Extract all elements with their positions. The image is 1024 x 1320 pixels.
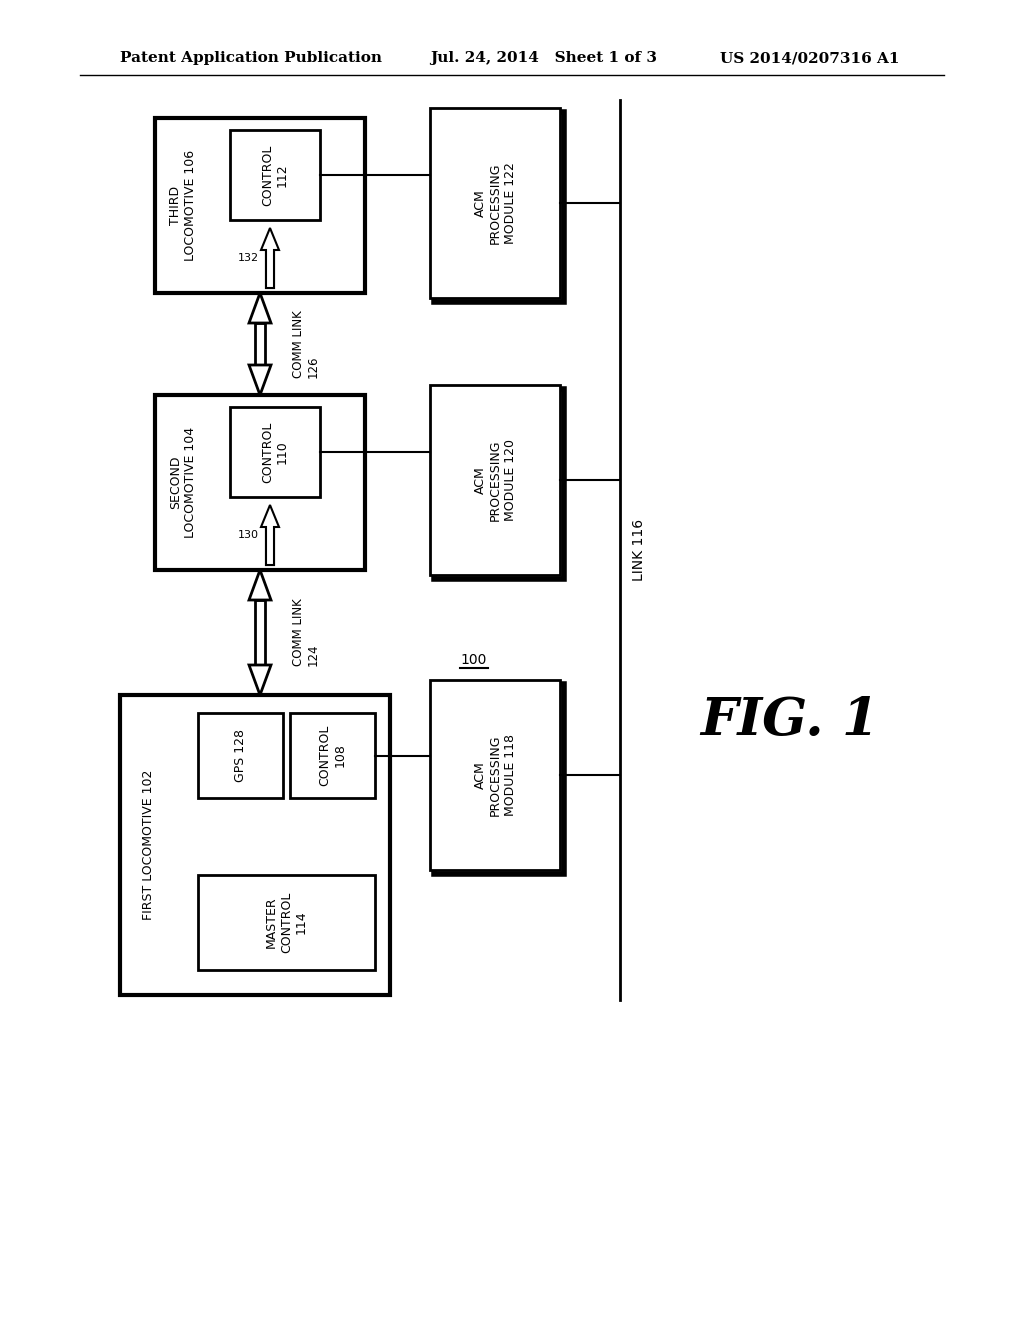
Bar <box>255 323 265 366</box>
Polygon shape <box>249 665 271 696</box>
Text: Jul. 24, 2014   Sheet 1 of 3: Jul. 24, 2014 Sheet 1 of 3 <box>430 51 657 65</box>
Text: FIRST LOCOMOTIVE 102: FIRST LOCOMOTIVE 102 <box>141 770 155 920</box>
Bar <box>293 715 378 801</box>
Text: Patent Application Publication: Patent Application Publication <box>120 51 382 65</box>
Polygon shape <box>249 293 271 323</box>
Bar <box>201 878 378 973</box>
Bar <box>266 249 274 288</box>
Text: CONTROL
112: CONTROL 112 <box>261 144 289 206</box>
Text: COMM LINK
126: COMM LINK 126 <box>292 310 319 378</box>
Bar <box>255 601 265 665</box>
Text: ACM
PROCESSING
MODULE 122: ACM PROCESSING MODULE 122 <box>473 162 516 244</box>
Bar <box>198 875 375 970</box>
Text: US 2014/0207316 A1: US 2014/0207316 A1 <box>720 51 899 65</box>
Text: 132: 132 <box>238 253 259 263</box>
Bar <box>430 108 560 298</box>
Text: MASTER
CONTROL
114: MASTER CONTROL 114 <box>265 892 308 953</box>
Bar <box>266 527 274 565</box>
Text: ACM
PROCESSING
MODULE 118: ACM PROCESSING MODULE 118 <box>473 734 516 816</box>
Polygon shape <box>249 570 271 601</box>
Bar <box>120 696 390 995</box>
Text: LINK 116: LINK 116 <box>632 519 646 581</box>
Bar <box>155 117 365 293</box>
Text: COMM LINK
124: COMM LINK 124 <box>292 599 319 667</box>
Bar <box>430 680 560 870</box>
Polygon shape <box>261 228 279 288</box>
Text: FIG. 1: FIG. 1 <box>700 694 880 746</box>
Polygon shape <box>261 506 279 565</box>
Text: SECOND
LOCOMOTIVE 104: SECOND LOCOMOTIVE 104 <box>169 426 197 539</box>
Text: CONTROL
108: CONTROL 108 <box>318 725 346 787</box>
Text: GPS 128: GPS 128 <box>234 729 247 781</box>
Bar <box>233 411 323 500</box>
Bar <box>233 133 323 223</box>
Bar <box>198 713 283 799</box>
Bar <box>230 129 319 220</box>
Text: 130: 130 <box>238 531 258 540</box>
Text: ACM
PROCESSING
MODULE 120: ACM PROCESSING MODULE 120 <box>473 440 516 521</box>
Bar <box>230 407 319 498</box>
Bar <box>290 713 375 799</box>
Text: CONTROL
110: CONTROL 110 <box>261 421 289 483</box>
Bar <box>430 385 560 576</box>
Bar <box>155 395 365 570</box>
Text: THIRD
LOCOMOTIVE 106: THIRD LOCOMOTIVE 106 <box>169 150 197 261</box>
Text: 100: 100 <box>460 653 486 667</box>
Bar <box>434 389 564 579</box>
Polygon shape <box>249 366 271 395</box>
Bar <box>434 684 564 874</box>
Bar <box>434 112 564 302</box>
Bar <box>201 715 286 801</box>
